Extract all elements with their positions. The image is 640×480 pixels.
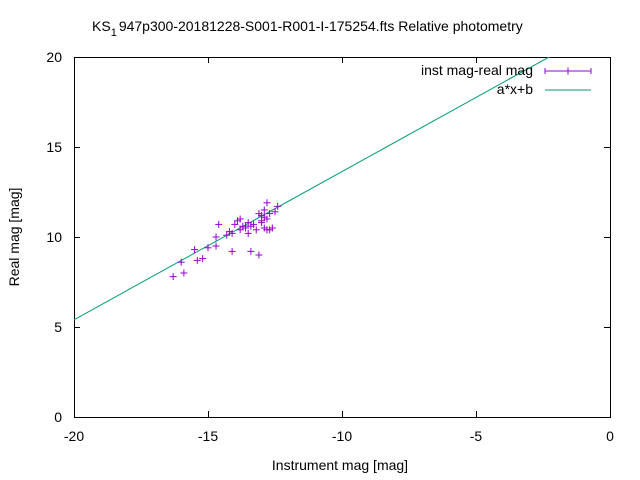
data-point bbox=[204, 244, 212, 252]
x-axis-label: Instrument mag [mag] bbox=[272, 457, 408, 473]
y-axis-label: Real mag [mag] bbox=[6, 188, 22, 287]
data-point bbox=[180, 269, 188, 277]
data-point bbox=[215, 220, 223, 228]
legend-sample-points bbox=[544, 67, 592, 75]
y-tick-label: 15 bbox=[46, 139, 62, 155]
x-tick-label: -15 bbox=[198, 428, 218, 444]
y-axis-ticks: 0 5 10 15 20 bbox=[46, 49, 610, 425]
data-point bbox=[260, 206, 268, 214]
data-point bbox=[268, 224, 276, 232]
x-tick-label: -20 bbox=[64, 428, 84, 444]
data-point bbox=[212, 242, 220, 250]
data-point bbox=[260, 213, 268, 221]
x-tick-label: -5 bbox=[470, 428, 483, 444]
data-point bbox=[236, 215, 244, 223]
data-point bbox=[250, 220, 258, 228]
y-tick-label: 0 bbox=[54, 409, 62, 425]
legend: inst mag-real mag a*x+b bbox=[421, 62, 592, 97]
data-point bbox=[177, 258, 185, 266]
plot-frame bbox=[74, 57, 611, 418]
data-point bbox=[266, 210, 274, 218]
legend-label-fit: a*x+b bbox=[497, 81, 533, 97]
data-point bbox=[169, 273, 177, 281]
data-point bbox=[242, 222, 250, 230]
legend-label-points: inst mag-real mag bbox=[421, 62, 533, 78]
data-point bbox=[255, 251, 263, 259]
y-tick-label: 5 bbox=[54, 319, 62, 335]
data-point bbox=[228, 247, 236, 255]
y-tick-label: 20 bbox=[46, 49, 62, 65]
data-points bbox=[169, 199, 282, 281]
data-point bbox=[193, 256, 201, 264]
chart-title-suffix: 947p300-20181228-S001-R001-I-175254.fts … bbox=[119, 18, 523, 34]
data-point bbox=[274, 202, 282, 210]
data-point bbox=[199, 255, 207, 263]
chart-title-prefix: KS bbox=[92, 18, 111, 34]
x-tick-label: 0 bbox=[606, 428, 614, 444]
data-point bbox=[252, 226, 260, 234]
data-point bbox=[263, 199, 271, 207]
data-point bbox=[231, 220, 239, 228]
data-point bbox=[236, 226, 244, 234]
chart-title: KS1 947p300-20181228-S001-R001-I-175254.f… bbox=[92, 18, 523, 39]
data-point bbox=[244, 219, 252, 227]
data-point bbox=[212, 233, 220, 241]
data-point bbox=[244, 229, 252, 237]
data-point bbox=[228, 229, 236, 237]
data-point bbox=[247, 247, 255, 255]
chart-title-subscript: 1 bbox=[111, 27, 117, 39]
x-axis-ticks: -20 -15 -10 -5 0 bbox=[64, 57, 614, 444]
y-tick-label: 10 bbox=[46, 229, 62, 245]
fit-line bbox=[74, 57, 551, 321]
data-point bbox=[258, 219, 266, 227]
data-point bbox=[191, 246, 199, 254]
x-tick-label: -10 bbox=[332, 428, 352, 444]
data-point bbox=[271, 208, 279, 216]
data-point bbox=[223, 231, 231, 239]
